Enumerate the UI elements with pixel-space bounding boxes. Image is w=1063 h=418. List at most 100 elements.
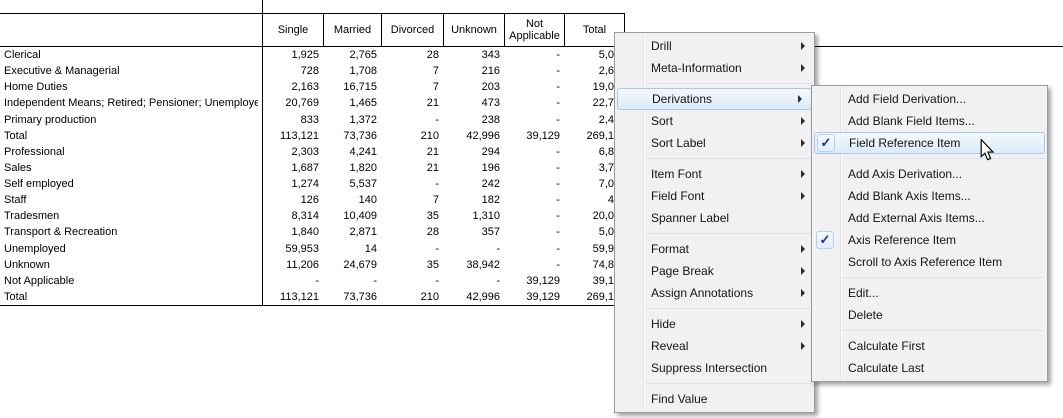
table-cell[interactable]: 1,687 [291, 161, 319, 174]
table-cell[interactable]: - [556, 145, 560, 158]
table-cell[interactable]: 28 [426, 226, 439, 239]
menu-item-add-blank-axis-items[interactable]: Add Blank Axis Items... [812, 185, 1047, 207]
table-cell[interactable]: 7 [432, 65, 439, 78]
table-cell[interactable]: 1,708 [349, 65, 377, 78]
row-label[interactable]: Total [4, 290, 28, 303]
menu-item-spanner-label[interactable]: Spanner Label [615, 207, 814, 229]
table-cell[interactable]: 196 [481, 161, 500, 174]
table-cell[interactable]: 4,241 [349, 145, 377, 158]
row-label[interactable]: Not Applicable [4, 274, 75, 287]
table-cell[interactable]: 4 [607, 194, 614, 207]
table-cell[interactable]: - [556, 210, 560, 223]
table-cell[interactable]: 210 [420, 129, 439, 142]
table-cell[interactable]: 10,409 [343, 210, 377, 223]
row-label[interactable]: Unemployed [4, 242, 66, 255]
table-cell[interactable]: - [556, 161, 560, 174]
table-cell[interactable]: 39,1 [592, 274, 614, 287]
row-label[interactable]: Staff [4, 194, 27, 207]
menu-item-format[interactable]: Format [615, 238, 814, 260]
table-cell[interactable]: - [556, 113, 560, 126]
table-cell[interactable]: 7 [432, 194, 439, 207]
table-cell[interactable]: 182 [481, 194, 500, 207]
row-label[interactable]: Total [4, 129, 28, 142]
table-cell[interactable]: - [556, 194, 560, 207]
table-cell[interactable]: - [496, 242, 500, 255]
table-cell[interactable]: - [435, 274, 439, 287]
menu-item-derivations[interactable]: Derivations [617, 88, 812, 110]
table-cell[interactable]: 20,769 [285, 97, 319, 110]
table-cell[interactable]: 16,715 [343, 81, 377, 94]
table-cell[interactable]: 6,8 [598, 145, 614, 158]
table-cell[interactable]: 59,9 [592, 242, 614, 255]
table-cell[interactable]: 11,206 [286, 258, 319, 271]
menu-item-delete[interactable]: Delete [812, 304, 1047, 326]
table-cell[interactable]: 20,0 [592, 210, 614, 223]
menu-item-assign-annotations[interactable]: Assign Annotations [615, 282, 814, 304]
menu-item-scroll-to-axis-reference-item[interactable]: Scroll to Axis Reference Item [812, 251, 1047, 273]
table-cell[interactable]: 38,942 [466, 258, 500, 271]
menu-item-field-font[interactable]: Field Font [615, 185, 814, 207]
table-cell[interactable]: 28 [426, 49, 439, 61]
menu-item-field-reference-item[interactable]: ✓ Field Reference Item [814, 132, 1045, 154]
table-cell[interactable]: - [556, 226, 560, 239]
menu-item-find-value[interactable]: Find Value [615, 388, 814, 410]
table-cell[interactable]: 203 [481, 81, 500, 94]
table-cell[interactable]: 2,6 [598, 65, 614, 78]
menu-item-suppress-intersection[interactable]: Suppress Intersection [615, 357, 814, 379]
row-label[interactable]: Self employed [4, 178, 74, 190]
table-cell[interactable]: 21 [426, 97, 439, 110]
table-cell[interactable]: - [435, 113, 439, 126]
table-cell[interactable]: 35 [426, 210, 439, 223]
table-cell[interactable]: 2,4 [598, 113, 614, 126]
table-cell[interactable]: 7 [432, 81, 439, 94]
table-cell[interactable]: 210 [420, 290, 439, 303]
table-cell[interactable]: - [435, 242, 439, 255]
row-label[interactable]: Executive & Managerial [4, 65, 120, 78]
menu-item-edit[interactable]: Edit... [812, 282, 1047, 304]
row-label[interactable]: Tradesmen [4, 210, 60, 223]
table-cell[interactable]: 74,8 [592, 258, 614, 271]
table-cell[interactable]: 343 [481, 49, 500, 61]
table-cell[interactable]: 113,121 [280, 129, 319, 142]
row-label[interactable]: Transport & Recreation [4, 226, 118, 239]
table-cell[interactable]: 14 [364, 242, 377, 255]
row-label[interactable]: Home Duties [4, 81, 68, 94]
table-cell[interactable]: 242 [481, 178, 500, 190]
table-cell[interactable]: 19,0 [592, 81, 614, 94]
row-label[interactable]: Sales [4, 161, 32, 174]
table-cell[interactable]: 5,0 [598, 49, 614, 61]
table-cell[interactable]: 269,1 [586, 129, 614, 142]
column-header-unknown[interactable]: Unknown [443, 13, 504, 47]
table-cell[interactable]: 42,996 [466, 290, 500, 303]
menu-item-calculate-last[interactable]: Calculate Last [812, 357, 1047, 379]
row-label[interactable]: Clerical [4, 49, 41, 61]
table-cell[interactable]: 24,679 [343, 258, 377, 271]
table-cell[interactable]: 2,303 [291, 145, 319, 158]
table-cell[interactable]: 238 [481, 113, 500, 126]
table-cell[interactable]: - [556, 97, 560, 110]
table-cell[interactable]: - [373, 274, 377, 287]
table-cell[interactable]: 294 [481, 145, 500, 158]
menu-item-calculate-first[interactable]: Calculate First [812, 335, 1047, 357]
menu-item-meta-information[interactable]: Meta-Information [615, 57, 814, 79]
column-header-total[interactable]: Total [564, 13, 625, 47]
table-cell[interactable]: 1,820 [349, 161, 377, 174]
menu-item-axis-reference-item[interactable]: ✓ Axis Reference Item [812, 229, 1047, 251]
table-cell[interactable]: 2,871 [349, 226, 377, 239]
menu-item-add-blank-field-items[interactable]: Add Blank Field Items... [812, 110, 1047, 132]
table-cell[interactable]: 140 [358, 194, 377, 207]
table-cell[interactable]: 113,121 [280, 290, 319, 303]
table-cell[interactable]: 8,314 [291, 210, 319, 223]
table-cell[interactable]: 39,129 [526, 290, 560, 303]
table-cell[interactable]: - [556, 65, 560, 78]
table-cell[interactable]: 21 [426, 161, 439, 174]
table-cell[interactable]: - [496, 274, 500, 287]
table-cell[interactable]: - [435, 178, 439, 190]
table-cell[interactable]: - [556, 81, 560, 94]
table-cell[interactable]: - [315, 274, 319, 287]
menu-item-add-axis-derivation[interactable]: Add Axis Derivation... [812, 163, 1047, 185]
menu-item-reveal[interactable]: Reveal [615, 335, 814, 357]
column-header-single[interactable]: Single [262, 13, 323, 47]
table-cell[interactable]: 1,372 [349, 113, 377, 126]
menu-item-hide[interactable]: Hide [615, 313, 814, 335]
